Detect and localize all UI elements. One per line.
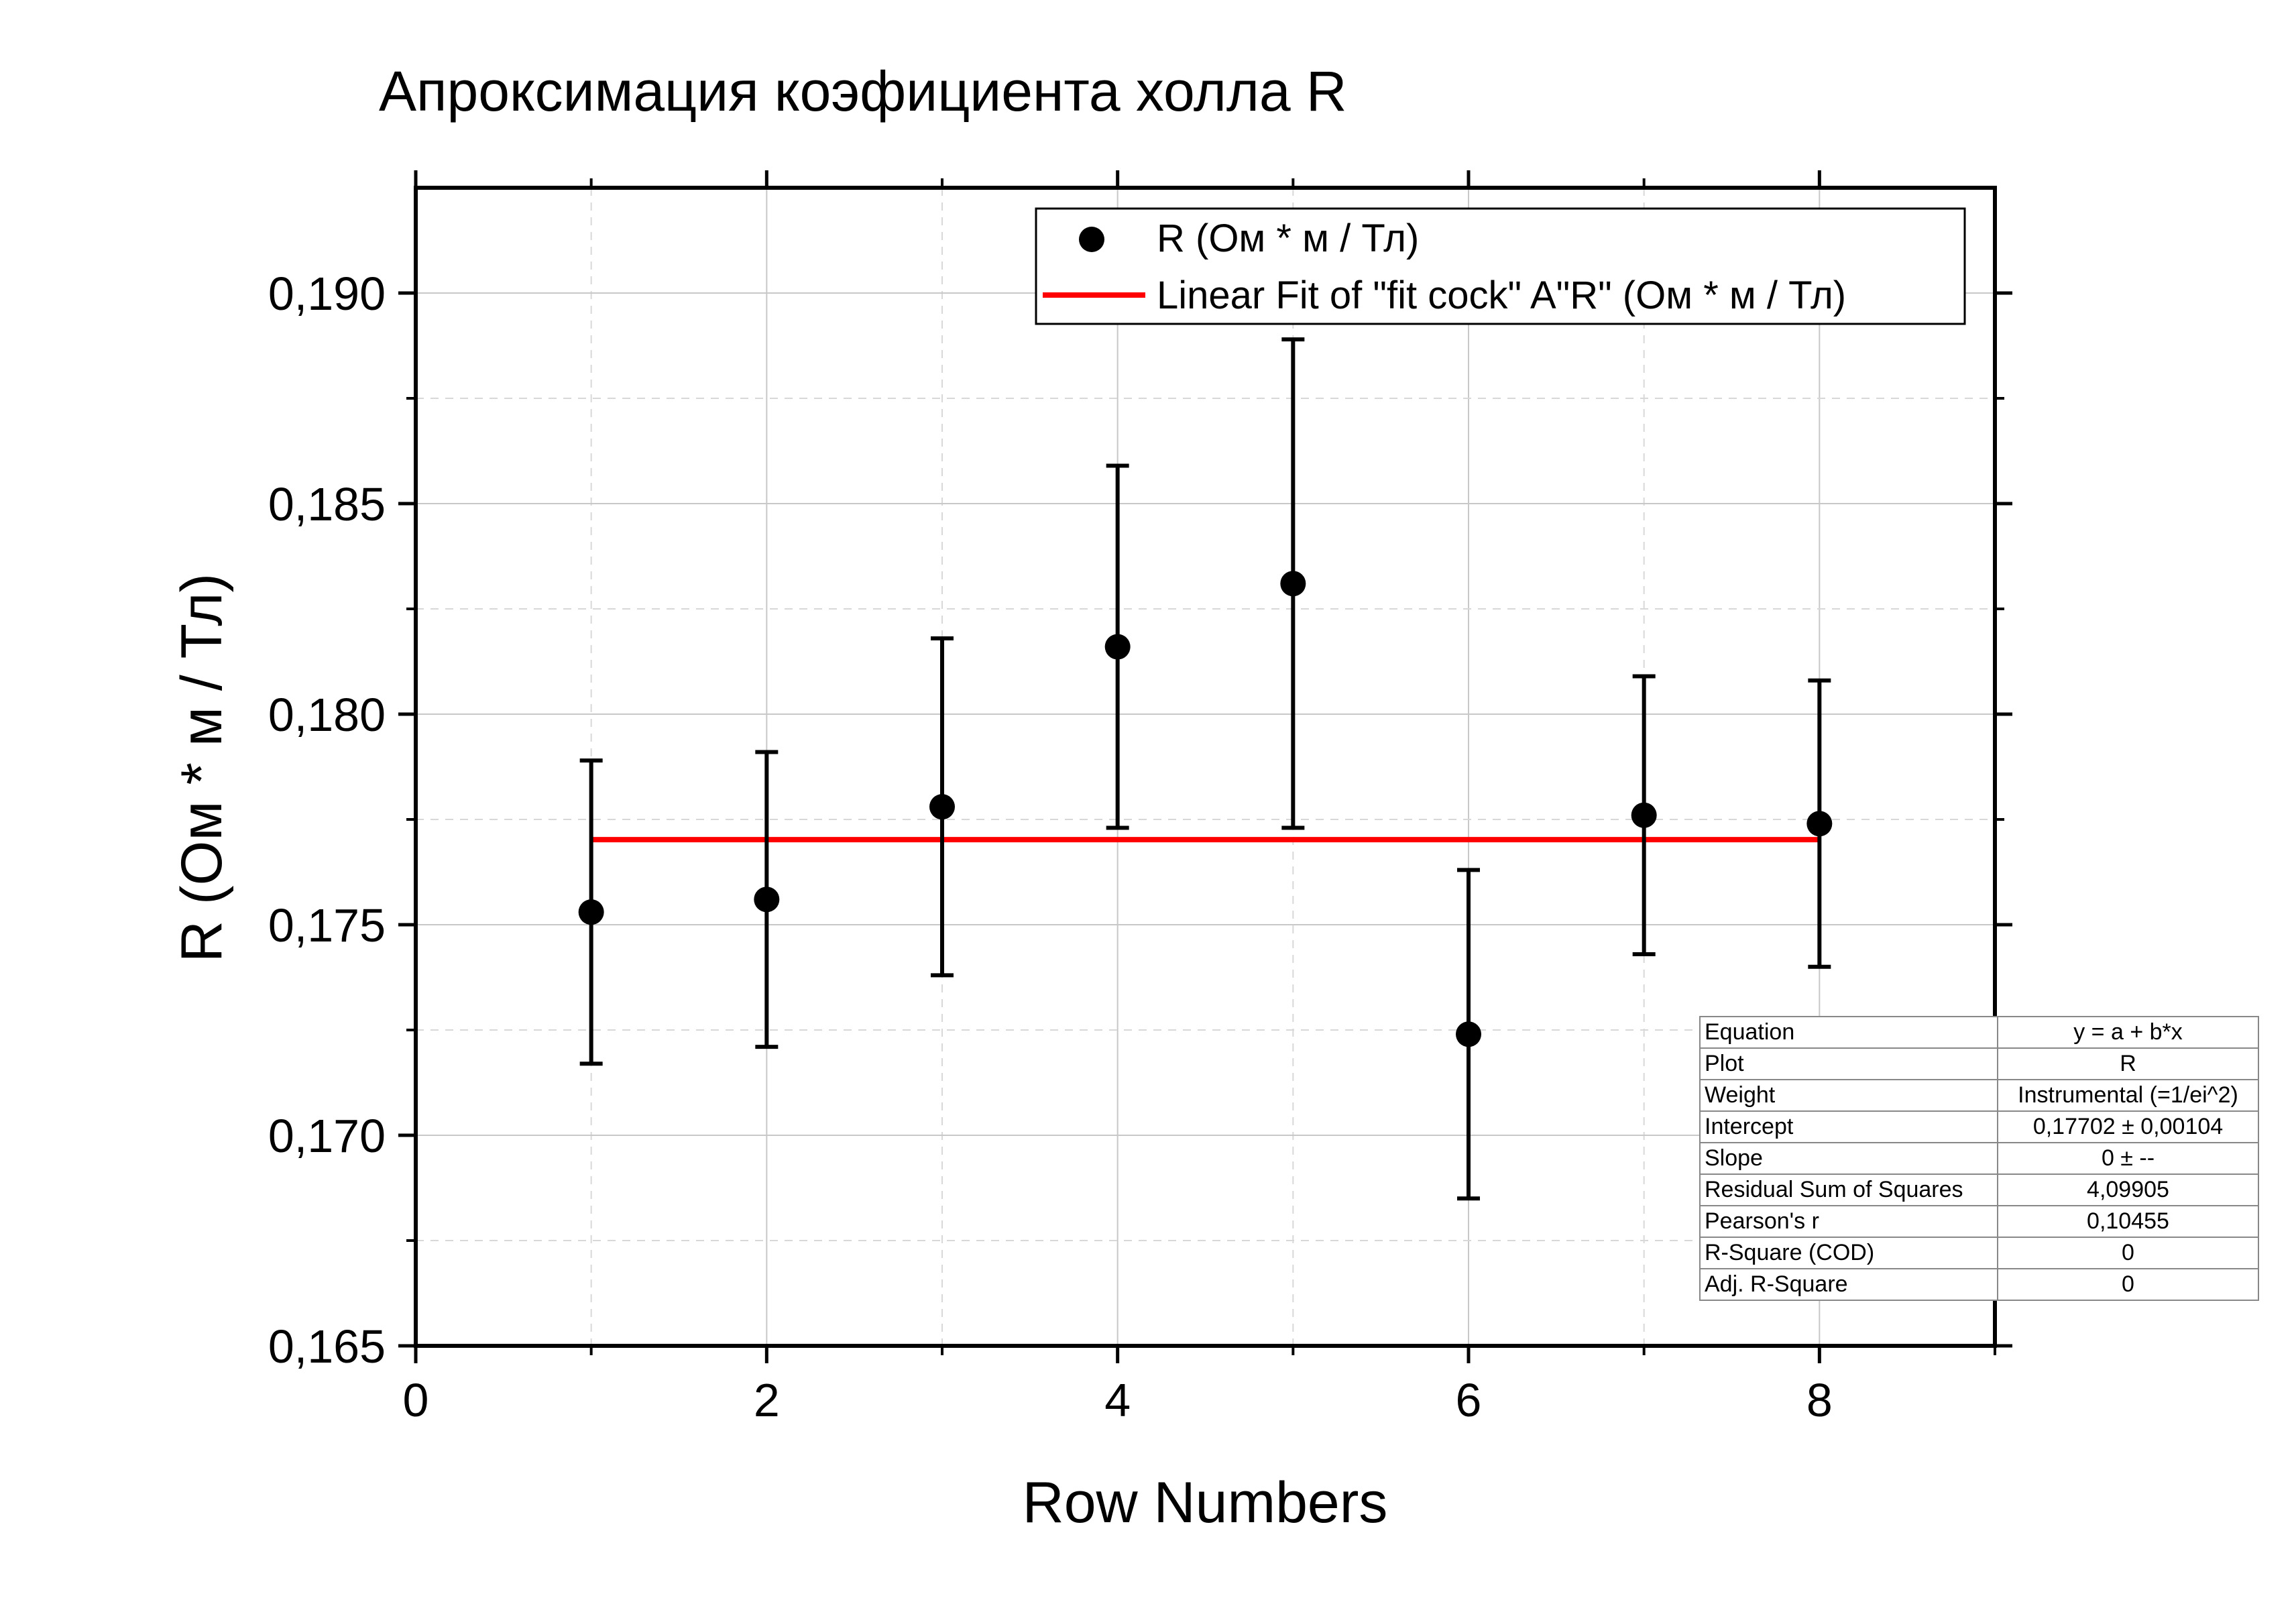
stat-value: 0,10455 [1997, 1205, 2259, 1238]
table-row: Residual Sum of Squares 4,09905 [1699, 1173, 2259, 1206]
stat-value: 0 ± -- [1997, 1142, 2259, 1175]
tick-labels: 0 2 4 6 8 0,165 0,170 0,175 0,180 0,185 0,190 [268, 268, 1833, 1426]
stat-label: Intercept [1699, 1110, 1998, 1143]
stat-value: y = a + b*x [1997, 1016, 2259, 1049]
y-tick-label: 0,165 [268, 1320, 386, 1373]
data-point [1280, 571, 1306, 597]
data-point [929, 794, 955, 820]
x-tick-label: 8 [1806, 1374, 1833, 1426]
stat-value: 0 [1997, 1268, 2259, 1301]
table-row: Intercept 0,17702 ± 0,00104 [1699, 1110, 2259, 1143]
y-tick-label: 0,170 [268, 1110, 386, 1162]
stat-value: 0,17702 ± 0,00104 [1997, 1110, 2259, 1143]
stat-value: 4,09905 [1997, 1173, 2259, 1206]
stat-value: Instrumental (=1/ei^2) [1997, 1079, 2259, 1112]
y-tick-label: 0,175 [268, 899, 386, 952]
stat-label: Pearson's r [1699, 1205, 1998, 1238]
stat-label: Adj. R-Square [1699, 1268, 1998, 1301]
stat-label: Weight [1699, 1079, 1998, 1112]
stat-label: Plot [1699, 1047, 1998, 1080]
y-tick-label: 0,190 [268, 268, 386, 320]
y-tick-label: 0,185 [268, 478, 386, 530]
stat-label: Residual Sum of Squares [1699, 1173, 1998, 1206]
stat-label: R-Square (COD) [1699, 1237, 1998, 1269]
stat-value: R [1997, 1047, 2259, 1080]
error-bars-layer [579, 337, 1831, 1201]
stat-value: 0 [1997, 1237, 2259, 1269]
legend: R (Ом * м / Тл) Linear Fit of "fit cock"… [1035, 207, 1966, 325]
plot-frame [414, 186, 1997, 1348]
table-row: Weight Instrumental (=1/ei^2) [1699, 1079, 2259, 1112]
x-axis-label: Row Numbers [1023, 1471, 1388, 1535]
axis-ticks [398, 170, 2012, 1363]
stat-label: Equation [1699, 1016, 1998, 1049]
data-point [1456, 1021, 1481, 1047]
x-tick-label: 2 [754, 1374, 780, 1426]
data-point [1631, 802, 1657, 828]
table-row: R-Square (COD) 0 [1699, 1237, 2259, 1269]
legend-box [1035, 207, 1966, 325]
table-row: Plot R [1699, 1047, 2259, 1080]
table-row: Pearson's r 0,10455 [1699, 1205, 2259, 1238]
legend-label-fit: Linear Fit of "fit cock" A"R" (Ом * м / … [1157, 274, 1846, 317]
table-row: Slope 0 ± -- [1699, 1142, 2259, 1175]
data-point [754, 886, 780, 913]
table-row: Adj. R-Square 0 [1699, 1268, 2259, 1301]
x-tick-label: 0 [403, 1374, 429, 1426]
data-point [1104, 634, 1131, 660]
legend-label-points: R (Ом * м / Тл) [1157, 217, 1419, 260]
y-axis-label: R (Ом * м / Тл) [170, 573, 234, 962]
points-layer [578, 571, 1833, 1047]
data-point [578, 899, 604, 925]
x-tick-label: 4 [1104, 1374, 1131, 1426]
data-point [1806, 811, 1833, 837]
chart-title: Апроксимация коэфициента холла R [379, 60, 1347, 123]
fit-stats-table: Equation y = a + b*x Plot R Weight Instrume… [1699, 1016, 2259, 1301]
table-row: Equation y = a + b*x [1699, 1016, 2259, 1049]
legend-marker-points [1079, 227, 1104, 252]
x-tick-label: 6 [1456, 1374, 1482, 1426]
stat-label: Slope [1699, 1142, 1998, 1175]
y-tick-label: 0,180 [268, 689, 386, 741]
